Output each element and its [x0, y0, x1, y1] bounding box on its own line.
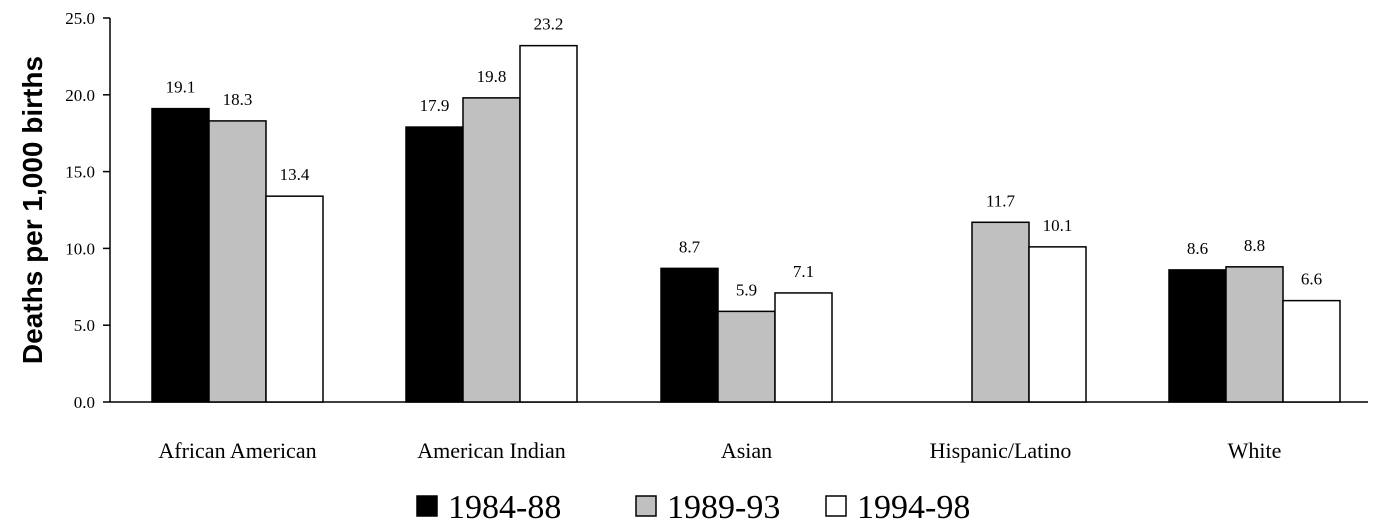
bar-value-label: 7.1: [793, 262, 814, 281]
bar-value-label: 8.8: [1244, 236, 1265, 255]
y-axis-label: Deaths per 1,000 births: [17, 56, 48, 364]
data-labels: 19.1 18.3 13.4 17.9 19.8 23.2 8.7 5.9 7.1 11.7 10.…: [166, 15, 1323, 300]
category-label: White: [1228, 438, 1282, 463]
bar: [265, 195, 324, 403]
bars: [151, 44, 1341, 403]
bar: [717, 310, 776, 403]
bar: [660, 267, 719, 403]
bar-value-label: 18.3: [223, 90, 253, 109]
bar: [971, 221, 1030, 403]
bar: [774, 292, 833, 403]
category-label: Hispanic/Latino: [930, 438, 1072, 463]
bar-value-label: 10.1: [1043, 216, 1073, 235]
bar-value-label: 13.4: [280, 165, 310, 184]
bar-value-label: 8.6: [1187, 239, 1208, 258]
bar: [519, 44, 578, 403]
y-tick-label: 20.0: [65, 86, 95, 105]
category-label: American Indian: [417, 438, 565, 463]
y-tick-label: 15.0: [65, 163, 95, 182]
legend: 1984-88 1989-93 1994-98: [416, 489, 970, 526]
bar: [1028, 246, 1087, 403]
legend-label: 1994-98: [857, 489, 970, 526]
bar: [1225, 266, 1284, 403]
bar: [208, 120, 267, 403]
bar-value-label: 23.2: [534, 15, 564, 34]
y-tick-label: 25.0: [65, 9, 95, 28]
bar-value-label: 5.9: [736, 280, 757, 299]
y-tick-label: 10.0: [65, 239, 95, 258]
bar-value-label: 8.7: [679, 237, 701, 256]
bar-value-label: 19.8: [477, 67, 507, 86]
category-label: African American: [158, 438, 316, 463]
bar: [1168, 269, 1227, 403]
bar-value-label: 11.7: [986, 191, 1016, 210]
bar-value-label: 17.9: [420, 96, 450, 115]
bar: [151, 107, 210, 403]
bar: [405, 126, 464, 403]
y-axis-label-group: Deaths per 1,000 births: [17, 56, 48, 364]
bar-value-label: 19.1: [166, 78, 196, 97]
category-label: Asian: [721, 438, 772, 463]
category-labels: African American American Indian Asian Hisp…: [158, 438, 1281, 463]
bar-value-label: 6.6: [1301, 270, 1322, 289]
legend-swatch: [825, 495, 847, 517]
bar: [1282, 299, 1341, 403]
legend-swatch: [635, 495, 657, 517]
y-tick-label: 5.0: [74, 316, 95, 335]
legend-swatch: [416, 495, 438, 517]
legend-label: 1984-88: [448, 489, 561, 526]
y-tick-label: 0.0: [74, 393, 95, 412]
bar: [462, 97, 521, 403]
legend-label: 1989-93: [667, 489, 780, 526]
